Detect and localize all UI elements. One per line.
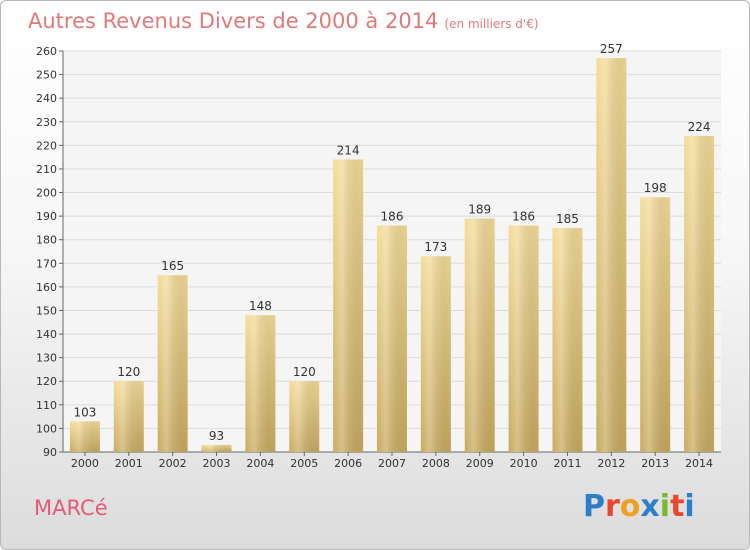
x-tick-label: 2011 bbox=[553, 457, 581, 470]
y-tick-label: 250 bbox=[36, 69, 57, 82]
axes: 90 100 110 120 130 140 150 160 170 180 190 200 210 22… bbox=[36, 45, 721, 470]
bar-shade-2002 bbox=[157, 275, 188, 452]
x-tick-label: 2005 bbox=[290, 457, 318, 470]
x-tick-label: 2010 bbox=[510, 457, 538, 470]
value-label: 214 bbox=[337, 144, 360, 158]
bars: 103 120 165 93 148 120 214 186 173 189 186 185 257 19… bbox=[69, 42, 715, 452]
logo-letter: r bbox=[605, 489, 620, 524]
value-label: 186 bbox=[512, 210, 535, 224]
y-tick-label: 130 bbox=[36, 352, 57, 365]
logo-letter: P bbox=[583, 489, 605, 524]
value-label: 120 bbox=[293, 365, 316, 379]
y-tick-label: 150 bbox=[36, 304, 57, 317]
chart-title: Autres Revenus Divers de 2000 à 2014 (en … bbox=[28, 9, 539, 33]
value-label: 120 bbox=[117, 365, 140, 379]
y-tick-label: 240 bbox=[36, 92, 57, 105]
value-label: 185 bbox=[556, 212, 579, 226]
x-tick-label: 2006 bbox=[334, 457, 362, 470]
logo-letter: x bbox=[640, 489, 660, 524]
y-tick-label: 170 bbox=[36, 257, 57, 270]
x-tick-label: 2014 bbox=[685, 457, 713, 470]
y-tick-label: 180 bbox=[36, 234, 57, 247]
x-tick-label: 2001 bbox=[115, 457, 143, 470]
value-label: 173 bbox=[424, 240, 447, 254]
value-label: 198 bbox=[644, 181, 667, 195]
bar-shade-2011 bbox=[552, 227, 583, 452]
x-tick-label: 2013 bbox=[641, 457, 669, 470]
y-tick-label: 220 bbox=[36, 139, 57, 152]
y-tick-label: 140 bbox=[36, 328, 57, 341]
logo-letter: o bbox=[619, 489, 641, 524]
city-name: MARCé bbox=[34, 496, 108, 520]
x-tick-label: 2002 bbox=[159, 457, 187, 470]
bar-shade-2014 bbox=[684, 135, 715, 452]
bar-shade-2001 bbox=[113, 381, 144, 452]
value-label: 165 bbox=[161, 259, 184, 273]
value-label: 103 bbox=[73, 405, 96, 419]
y-tick-label: 230 bbox=[36, 116, 57, 129]
y-tick-label: 100 bbox=[36, 422, 57, 435]
value-label: 189 bbox=[468, 202, 491, 216]
logo-letter: t bbox=[670, 489, 685, 524]
y-tick-label: 110 bbox=[36, 399, 57, 412]
bar-shade-2013 bbox=[640, 197, 671, 452]
x-tick-label: 2008 bbox=[422, 457, 450, 470]
proxiti-logo: Proxiti bbox=[583, 489, 695, 524]
x-tick-label: 2009 bbox=[466, 457, 494, 470]
bar-shade-2012 bbox=[596, 58, 627, 452]
y-tick-label: 120 bbox=[36, 375, 57, 388]
bar-shade-2009 bbox=[464, 218, 495, 452]
y-tick-label: 200 bbox=[36, 187, 57, 200]
y-tick-label: 260 bbox=[36, 45, 57, 58]
title-unit: (en milliers d'€) bbox=[444, 17, 539, 31]
value-label: 224 bbox=[688, 120, 711, 134]
bar-shade-2006 bbox=[333, 159, 364, 452]
y-tick-label: 160 bbox=[36, 281, 57, 294]
bar-shade-2008 bbox=[420, 256, 451, 452]
y-tick-label: 190 bbox=[36, 210, 57, 223]
x-tick-label: 2007 bbox=[378, 457, 406, 470]
value-label: 257 bbox=[600, 42, 623, 56]
x-tick-label: 2012 bbox=[597, 457, 625, 470]
x-tick-label: 2000 bbox=[71, 457, 99, 470]
bar-shade-2004 bbox=[245, 315, 276, 452]
y-tick-label: 90 bbox=[43, 446, 57, 459]
bar-shade-2010 bbox=[508, 225, 539, 452]
value-label: 93 bbox=[209, 429, 224, 443]
y-tick-label: 210 bbox=[36, 163, 57, 176]
logo-letter: i bbox=[684, 489, 695, 524]
title-main: Autres Revenus Divers de 2000 à 2014 bbox=[28, 9, 439, 33]
bar-shade-2007 bbox=[377, 225, 407, 452]
value-label: 186 bbox=[381, 210, 404, 224]
bar-shade-2000 bbox=[69, 421, 100, 452]
bar-shade-2003 bbox=[201, 444, 232, 452]
value-label: 148 bbox=[249, 299, 272, 313]
x-tick-label: 2003 bbox=[203, 457, 231, 470]
bar-shade-2005 bbox=[289, 381, 320, 452]
logo-letter: i bbox=[659, 489, 671, 524]
x-tick-label: 2004 bbox=[246, 457, 274, 470]
